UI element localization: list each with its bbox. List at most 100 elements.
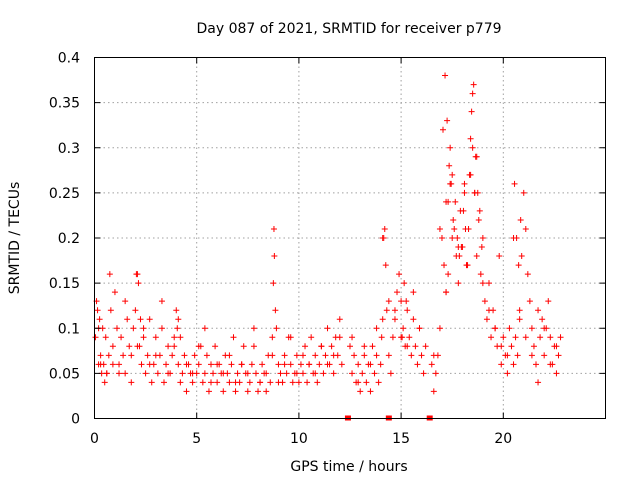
data-point (557, 334, 564, 341)
data-point (293, 352, 300, 359)
grid-lines (94, 57, 606, 419)
data-point (275, 379, 282, 386)
data-point (228, 361, 235, 368)
data-point (252, 370, 259, 377)
data-point (263, 370, 270, 377)
data-point (171, 343, 178, 350)
data-point (478, 244, 485, 251)
data-point (383, 307, 390, 314)
data-point (177, 334, 184, 341)
data-point (443, 198, 450, 205)
data-point (179, 370, 186, 377)
data-point (238, 361, 245, 368)
data-point (212, 343, 219, 350)
data-point (97, 361, 104, 368)
data-point (391, 307, 398, 314)
data-point (488, 334, 495, 341)
data-point (359, 370, 366, 377)
data-point (140, 334, 147, 341)
data-point (401, 280, 408, 287)
data-point (410, 289, 417, 296)
data-point (530, 343, 537, 350)
data-point (116, 370, 123, 377)
data-point (154, 370, 161, 377)
data-point (201, 370, 208, 377)
data-point (272, 307, 279, 314)
data-point (199, 379, 206, 386)
data-point (535, 379, 542, 386)
x-tick-label: 15 (392, 431, 410, 447)
data-point (347, 343, 353, 350)
data-point (297, 361, 304, 368)
data-point (404, 343, 411, 350)
data-point (541, 352, 548, 359)
y-tick-label: 0.3 (58, 141, 80, 157)
data-point (476, 207, 483, 214)
data-point (92, 334, 99, 341)
data-point (128, 379, 135, 386)
data-point (183, 361, 190, 368)
y-tick-label: 0.15 (49, 276, 80, 292)
data-point (357, 388, 364, 395)
data-point (363, 379, 370, 386)
data-point (349, 370, 356, 377)
data-point (126, 343, 133, 350)
data-point (174, 325, 181, 332)
data-point (379, 316, 386, 323)
data-point (456, 253, 463, 260)
data-point (458, 244, 465, 251)
data-point (466, 171, 473, 178)
data-point (428, 361, 435, 368)
data-point (287, 361, 294, 368)
data-point (135, 280, 142, 287)
data-point (460, 207, 467, 214)
data-point (106, 271, 113, 278)
data-point (483, 316, 490, 323)
data-point (522, 225, 529, 232)
data-point (450, 216, 457, 223)
x-tick-label: 5 (192, 431, 201, 447)
data-point (391, 316, 398, 323)
data-point (477, 271, 484, 278)
data-point (299, 352, 306, 359)
data-point (230, 334, 237, 341)
data-point (461, 189, 468, 196)
data-point (277, 370, 284, 377)
data-point (447, 144, 454, 151)
data-point (248, 361, 255, 368)
data-point (447, 180, 454, 187)
data-point (316, 361, 323, 368)
y-axis-ticks: 0 0.05 0.1 0.15 0.2 0.25 0.3 0.35 0.4 (49, 51, 606, 428)
data-point (109, 343, 116, 350)
data-point (246, 379, 253, 386)
data-point (520, 189, 527, 196)
data-point (539, 316, 546, 323)
data-point (144, 352, 151, 359)
data-point (255, 388, 262, 395)
data-point (232, 388, 239, 395)
data-point (367, 388, 374, 395)
data-point (513, 235, 520, 241)
data-point (111, 289, 118, 296)
data-point (481, 298, 488, 305)
data-point (514, 352, 521, 359)
data-point (454, 235, 461, 241)
data-point (517, 216, 524, 223)
data-point (240, 343, 247, 350)
data-points (92, 72, 564, 395)
data-point (171, 334, 178, 341)
data-point (485, 307, 492, 314)
data-point (461, 180, 468, 187)
data-point (208, 361, 215, 368)
data-point (464, 262, 471, 269)
data-point (165, 343, 172, 350)
data-point (181, 352, 188, 359)
data-point (385, 298, 392, 305)
data-point (436, 225, 443, 232)
data-point (324, 361, 331, 368)
data-point (189, 370, 196, 377)
data-point (408, 352, 415, 359)
data-point (416, 325, 423, 332)
data-point (160, 379, 167, 386)
data-point (118, 334, 125, 341)
